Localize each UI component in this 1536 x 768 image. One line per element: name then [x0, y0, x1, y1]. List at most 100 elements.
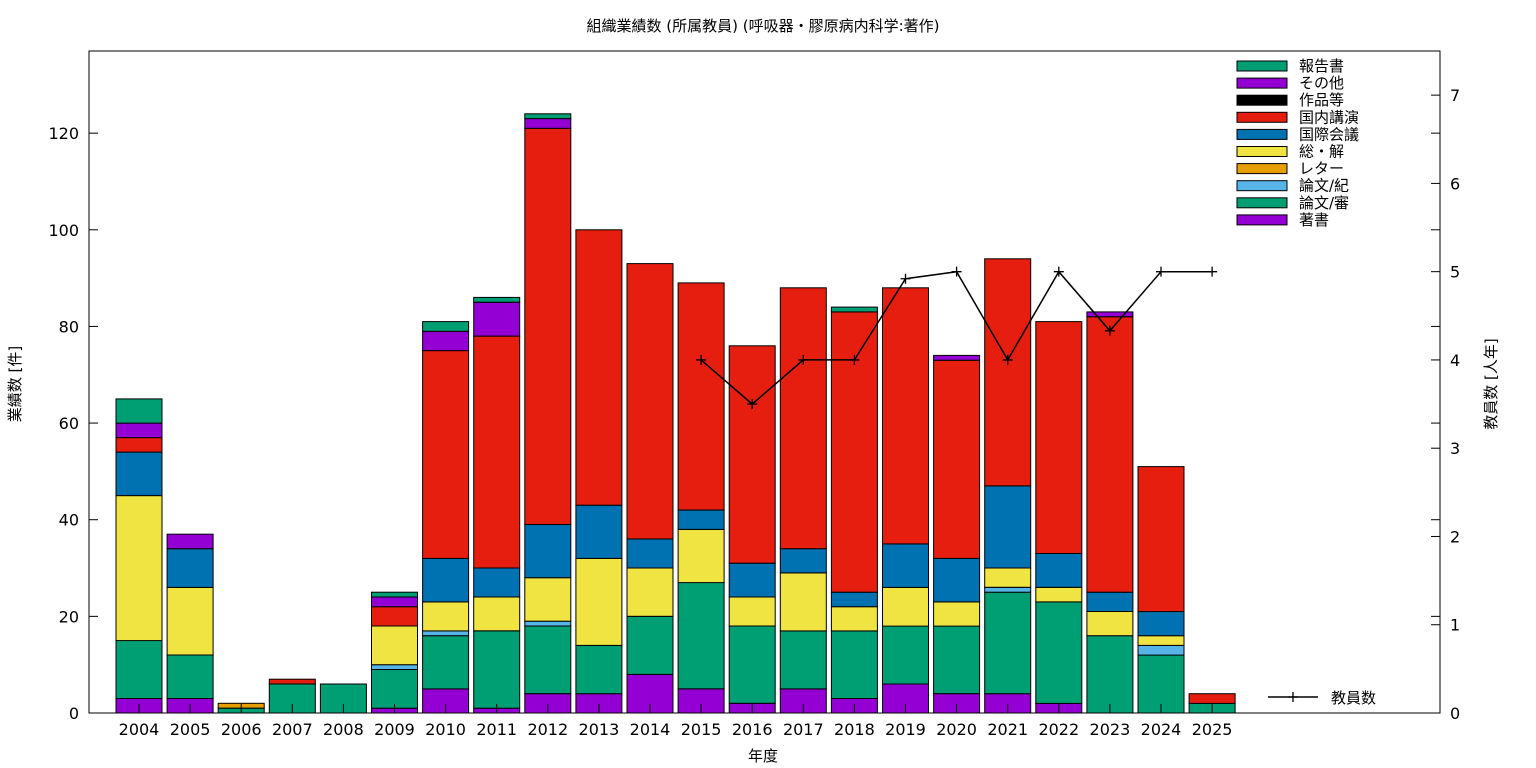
- axes-layer: 0 20 40 60 80 100 120 0 1 2 3 4 5 6 7 2004 2005 2006 2007 2…: [48, 50, 1460, 739]
- y-tick-label-60: 60: [59, 414, 79, 433]
- y2-tick-label-4: 4: [1450, 351, 1460, 370]
- bar-segment-2009-1: [371, 669, 418, 709]
- legend-swatch-8: [1236, 197, 1288, 209]
- x-tick-label-2005: 2005: [170, 720, 211, 739]
- bar-segment-2023-4: [1086, 611, 1134, 637]
- line-point-2015: [696, 354, 707, 365]
- bar-segment-2015-4: [677, 528, 725, 584]
- bar-segment-2014-4: [626, 567, 674, 617]
- bar-segment-2009-4: [371, 625, 418, 666]
- bar-segment-2012-6: [524, 127, 572, 526]
- x-axis-label: 年度: [748, 747, 778, 765]
- x-tick-label-2018: 2018: [834, 720, 875, 739]
- bar-segment-2023-5: [1086, 591, 1134, 613]
- x-tick-label-2004: 2004: [119, 720, 160, 739]
- bar-segment-2004-4: [115, 495, 163, 642]
- legend-swatch-1: [1236, 77, 1288, 89]
- line-point-2024: [1156, 266, 1166, 277]
- line-point-2017: [798, 354, 809, 365]
- bar-segment-2025-6: [1188, 693, 1236, 704]
- chart-title: 組織業績数 (所属教員) (呼吸器・膠原病内科学:著作): [586, 17, 939, 35]
- bar-segment-2010-8: [422, 330, 470, 352]
- legend-label-6: レター: [1299, 160, 1344, 178]
- bar-segment-2007-6: [268, 678, 316, 685]
- bar-segment-2024-5: [1137, 611, 1185, 637]
- legend-label-8: 論文/審: [1299, 194, 1349, 212]
- bar-segment-2011-8: [473, 301, 521, 337]
- bar-segment-2009-2: [371, 664, 418, 671]
- bar-segment-2012-8: [524, 118, 572, 129]
- bar-segment-2010-2: [422, 630, 470, 637]
- x-tick-label-2024: 2024: [1141, 720, 1182, 739]
- bar-segment-2016-5: [728, 562, 776, 598]
- bar-segment-2021-5: [984, 485, 1032, 569]
- x-tick-label-2017: 2017: [783, 720, 824, 739]
- bar-segment-2019-1: [882, 625, 929, 685]
- bar-segment-2018-5: [830, 591, 878, 608]
- line-point-2022: [1053, 266, 1064, 277]
- bar-segment-2021-2: [984, 586, 1032, 593]
- bar-segment-2023-1: [1086, 635, 1134, 714]
- bar-segment-2020-8: [933, 354, 981, 361]
- legend-swatch-3: [1236, 111, 1288, 123]
- bar-segment-2012-9: [524, 113, 572, 120]
- legend-label-3: 国内講演: [1299, 108, 1359, 126]
- bar-segment-2014-5: [626, 538, 674, 569]
- bar-segment-2023-8: [1086, 311, 1134, 318]
- bar-segment-2005-8: [166, 533, 214, 550]
- bar-segment-2024-6: [1137, 466, 1185, 613]
- bar-segment-2010-1: [422, 635, 470, 690]
- bar-segment-2009-8: [371, 596, 418, 608]
- bar-segment-2019-4: [882, 586, 929, 627]
- bar-segment-2021-1: [984, 591, 1032, 695]
- bar-segment-2022-5: [1035, 553, 1083, 588]
- legend-label-5: 総・解: [1299, 143, 1344, 161]
- x-tick-label-2020: 2020: [936, 720, 977, 739]
- y2-tick-label-3: 3: [1450, 439, 1460, 458]
- bar-segment-2018-9: [830, 306, 878, 313]
- bar-segment-2012-2: [524, 620, 572, 627]
- legend-label-7: 論文/紀: [1299, 177, 1349, 195]
- x-tick-label-2006: 2006: [221, 720, 262, 739]
- bar-segment-2005-1: [166, 654, 214, 699]
- legend-swatch-5: [1236, 146, 1288, 157]
- x-tick-label-2007: 2007: [272, 720, 313, 739]
- bar-segment-2009-9: [371, 591, 418, 598]
- x-tick-label-2023: 2023: [1090, 720, 1131, 739]
- bar-segment-2015-1: [677, 582, 725, 690]
- bar-segment-2024-2: [1137, 644, 1185, 656]
- y-axis-label: 業績数 [件]: [6, 346, 24, 422]
- bar-segment-2004-5: [115, 451, 163, 497]
- bar-segment-2022-4: [1035, 586, 1083, 603]
- bar-segment-2013-1: [575, 644, 623, 695]
- x-tick-label-2012: 2012: [527, 720, 568, 739]
- legend-label-0: 報告書: [1299, 57, 1344, 75]
- line-point-2019: [900, 273, 911, 284]
- legend-label-9: 著書: [1299, 211, 1329, 229]
- bar-segment-2004-6: [115, 437, 163, 453]
- legend-swatch-2: [1236, 94, 1288, 106]
- bar-segment-2022-1: [1035, 601, 1083, 704]
- bar-segment-2013-4: [575, 557, 623, 646]
- bar-segment-2018-6: [830, 311, 878, 593]
- plot-frame: [88, 50, 1441, 714]
- bar-segment-2010-4: [422, 601, 470, 632]
- x-tick-label-2021: 2021: [987, 720, 1028, 739]
- x-tick-label-2009: 2009: [374, 720, 415, 739]
- bar-segment-2021-6: [984, 258, 1032, 487]
- x-tick-label-2019: 2019: [885, 720, 926, 739]
- line-point-2016: [747, 399, 758, 410]
- bar-segment-2013-6: [575, 229, 623, 506]
- y-tick-label-80: 80: [59, 317, 79, 336]
- bar-segment-2005-5: [166, 548, 214, 588]
- x-tick-label-2013: 2013: [579, 720, 620, 739]
- y2-tick-label-0: 0: [1450, 704, 1460, 723]
- bar-segment-2004-9: [115, 398, 163, 424]
- x-tick-label-2011: 2011: [476, 720, 517, 739]
- line-point-2020: [951, 266, 962, 277]
- bar-segment-2009-6: [371, 606, 418, 627]
- x-tick-label-2016: 2016: [732, 720, 773, 739]
- line-point-2023: [1104, 325, 1115, 336]
